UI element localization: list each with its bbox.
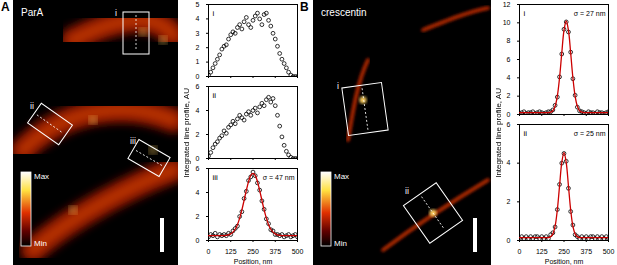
svg-text:0: 0 xyxy=(196,237,200,244)
svg-text:Max: Max xyxy=(34,172,49,181)
svg-text:125: 125 xyxy=(536,248,548,255)
svg-text:6: 6 xyxy=(196,165,200,172)
svg-text:12: 12 xyxy=(503,1,511,8)
svg-text:4: 4 xyxy=(196,189,200,196)
svg-text:6: 6 xyxy=(507,56,511,63)
svg-text:crescentin: crescentin xyxy=(321,7,367,18)
svg-text:125: 125 xyxy=(225,248,237,255)
svg-text:4: 4 xyxy=(196,107,200,114)
svg-text:i: i xyxy=(337,81,339,91)
svg-text:Position, nm: Position, nm xyxy=(545,258,584,265)
svg-text:Min: Min xyxy=(334,239,347,248)
svg-text:iii: iii xyxy=(130,136,136,146)
svg-text:6: 6 xyxy=(507,121,511,128)
svg-text:10: 10 xyxy=(503,19,511,26)
svg-text:250: 250 xyxy=(558,248,570,255)
html-text:Integrated line profile, AU: Integrated line profile, AU xyxy=(181,87,191,178)
svg-text:2: 2 xyxy=(196,44,200,51)
svg-text:σ = 25 nm: σ = 25 nm xyxy=(574,130,606,137)
svg-text:5: 5 xyxy=(196,1,200,8)
svg-text:1: 1 xyxy=(196,58,200,65)
svg-text:375: 375 xyxy=(580,248,592,255)
html-text:Integrated line profile, AU: Integrated line profile, AU xyxy=(493,87,503,178)
svg-text:Position, nm: Position, nm xyxy=(234,258,273,265)
svg-text:2: 2 xyxy=(507,198,511,205)
svg-text:ii: ii xyxy=(405,186,409,196)
svg-text:i: i xyxy=(524,9,526,18)
svg-text:0: 0 xyxy=(207,248,211,255)
svg-text:i: i xyxy=(213,9,215,18)
svg-text:ParA: ParA xyxy=(21,7,44,18)
svg-text:Min: Min xyxy=(34,239,47,248)
svg-text:2: 2 xyxy=(507,92,511,99)
svg-text:0: 0 xyxy=(507,237,511,244)
svg-text:ii: ii xyxy=(524,129,528,138)
svg-text:σ = 47 nm: σ = 47 nm xyxy=(263,174,295,181)
svg-text:ii: ii xyxy=(213,91,217,100)
svg-text:0: 0 xyxy=(196,73,200,80)
svg-text:4: 4 xyxy=(507,74,511,81)
svg-text:i: i xyxy=(115,8,117,18)
svg-text:375: 375 xyxy=(269,248,281,255)
html-text:A: A xyxy=(1,0,10,14)
svg-text:4: 4 xyxy=(196,15,200,22)
svg-text:σ = 27 nm: σ = 27 nm xyxy=(574,10,606,17)
svg-text:0: 0 xyxy=(507,111,511,118)
svg-text:500: 500 xyxy=(603,248,615,255)
svg-text:2: 2 xyxy=(196,213,200,220)
svg-text:Max: Max xyxy=(334,172,349,181)
svg-text:2: 2 xyxy=(196,131,200,138)
svg-text:250: 250 xyxy=(247,248,259,255)
svg-text:8: 8 xyxy=(507,37,511,44)
svg-text:ii: ii xyxy=(30,101,34,111)
svg-text:0: 0 xyxy=(518,248,522,255)
svg-text:3: 3 xyxy=(196,30,200,37)
svg-text:6: 6 xyxy=(196,83,200,90)
svg-text:0: 0 xyxy=(196,155,200,162)
svg-text:500: 500 xyxy=(292,248,304,255)
svg-text:iii: iii xyxy=(213,173,219,182)
html-text:B: B xyxy=(300,0,309,14)
svg-text:4: 4 xyxy=(507,159,511,166)
